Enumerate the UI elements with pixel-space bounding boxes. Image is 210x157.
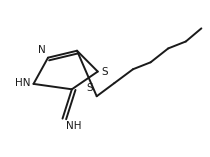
Text: S: S <box>86 84 93 93</box>
Text: NH: NH <box>66 121 81 131</box>
Text: N: N <box>38 45 46 55</box>
Text: HN: HN <box>15 78 30 88</box>
Text: S: S <box>101 67 108 77</box>
